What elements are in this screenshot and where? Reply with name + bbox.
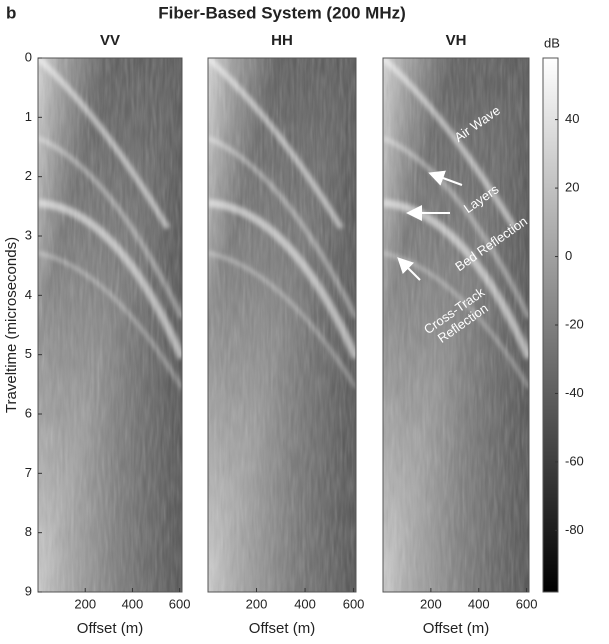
plot-frame <box>207 57 357 593</box>
y-tick-label: 5 <box>25 346 32 361</box>
air-wave <box>35 55 171 230</box>
colorbar-tick-label: -20 <box>565 316 584 331</box>
bed-reflection <box>37 199 186 360</box>
y-tick-label: 1 <box>25 109 32 124</box>
x-tick-label: 200 <box>246 596 268 611</box>
colorbar-tick-label: 40 <box>565 111 579 126</box>
x-axis-label: Offset (m) <box>423 620 489 637</box>
radargram-noise <box>208 58 356 592</box>
panel-title: VH <box>446 32 467 49</box>
panel-title: HH <box>271 32 293 49</box>
x-tick-label: 600 <box>516 596 538 611</box>
arrow <box>428 170 463 186</box>
y-tick-label: 9 <box>25 583 32 598</box>
plot-frame <box>382 57 530 593</box>
cross-track <box>207 251 358 390</box>
panel-title: VV <box>100 32 120 49</box>
colorbar-label: dB <box>544 35 560 50</box>
x-axis-label: Offset (m) <box>249 620 315 637</box>
colorbar-tick-label: -80 <box>565 522 584 537</box>
y-tick-label: 8 <box>25 524 32 539</box>
layers <box>37 135 185 320</box>
arrow <box>397 257 421 281</box>
air-wave <box>380 55 517 230</box>
y-tick-label: 7 <box>25 465 32 480</box>
y-tick-label: 6 <box>25 405 32 420</box>
figure-title: Fiber-Based System (200 MHz) <box>158 3 406 22</box>
colorbar-tick-label: 20 <box>565 180 579 195</box>
bed-reflection <box>382 199 533 360</box>
x-axis-label: Offset (m) <box>77 620 143 637</box>
plot-frame <box>37 57 183 593</box>
x-tick-label: 600 <box>343 596 365 611</box>
radargram-noise <box>383 58 529 592</box>
layers <box>382 135 532 320</box>
bed-reflection <box>207 199 360 360</box>
cross-track <box>37 251 184 390</box>
radargram-noise <box>38 58 182 592</box>
air-wave <box>205 55 344 230</box>
x-tick-label: 400 <box>468 596 490 611</box>
y-tick-label: 4 <box>25 287 32 302</box>
y-axis-label: Traveltime (microseconds) <box>3 237 20 413</box>
panel-label: b <box>6 3 16 22</box>
y-tick-label: 3 <box>25 227 32 242</box>
layers <box>207 135 359 320</box>
x-tick-label: 600 <box>169 596 191 611</box>
x-tick-label: 200 <box>420 596 442 611</box>
x-tick-label: 200 <box>74 596 96 611</box>
reflections <box>35 55 186 390</box>
annotation-arrows <box>397 170 463 281</box>
x-tick-label: 400 <box>122 596 144 611</box>
colorbar-tick-label: -60 <box>565 453 584 468</box>
colorbar-tick-label: 0 <box>565 248 572 263</box>
y-tick-label: 0 <box>25 49 32 64</box>
reflections <box>205 55 360 390</box>
colorbar-tick-label: -40 <box>565 385 584 400</box>
y-tick-label: 2 <box>25 168 32 183</box>
x-tick-label: 400 <box>294 596 316 611</box>
